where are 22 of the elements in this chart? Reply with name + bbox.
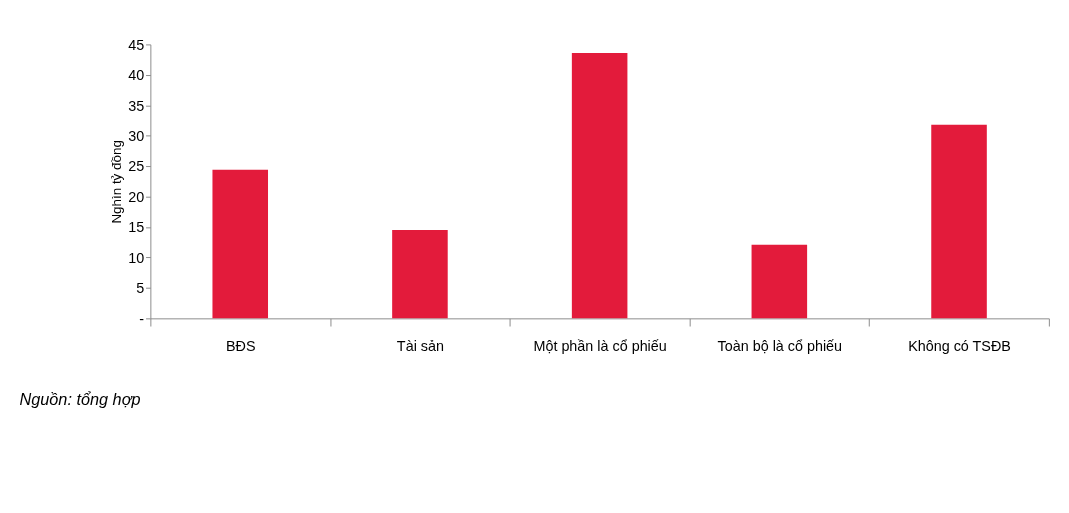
bar xyxy=(931,124,987,319)
text: Nguồn: tổng hợp xyxy=(19,389,141,408)
bar xyxy=(751,244,808,319)
x-tick-label: Tài sản xyxy=(396,338,444,355)
y-tick-label: 10 xyxy=(128,249,145,266)
y-tick-label: 5 xyxy=(136,280,145,297)
bar xyxy=(392,230,448,319)
y-tick-label: 20 xyxy=(128,188,145,205)
bar xyxy=(212,169,269,319)
y-tick-label: 45 xyxy=(128,36,145,53)
y-tick-label: - xyxy=(139,310,145,327)
y-tick-label: 25 xyxy=(128,158,145,175)
x-tick-label: Một phần là cổ phiếu xyxy=(533,338,667,355)
x-tick-label: Không có TSĐB xyxy=(908,338,1011,355)
y-tick-label: 15 xyxy=(128,219,145,236)
y-tick-label: 35 xyxy=(128,97,145,114)
x-tick-label: BĐS xyxy=(225,338,256,355)
y-axis-title: Nghìn tỷ đồng xyxy=(109,140,125,224)
y-tick-label: 30 xyxy=(128,128,145,144)
y-tick-label: 40 xyxy=(128,67,145,84)
x-tick-label: Toàn bộ là cổ phiếu xyxy=(717,338,843,355)
bar xyxy=(571,52,628,319)
